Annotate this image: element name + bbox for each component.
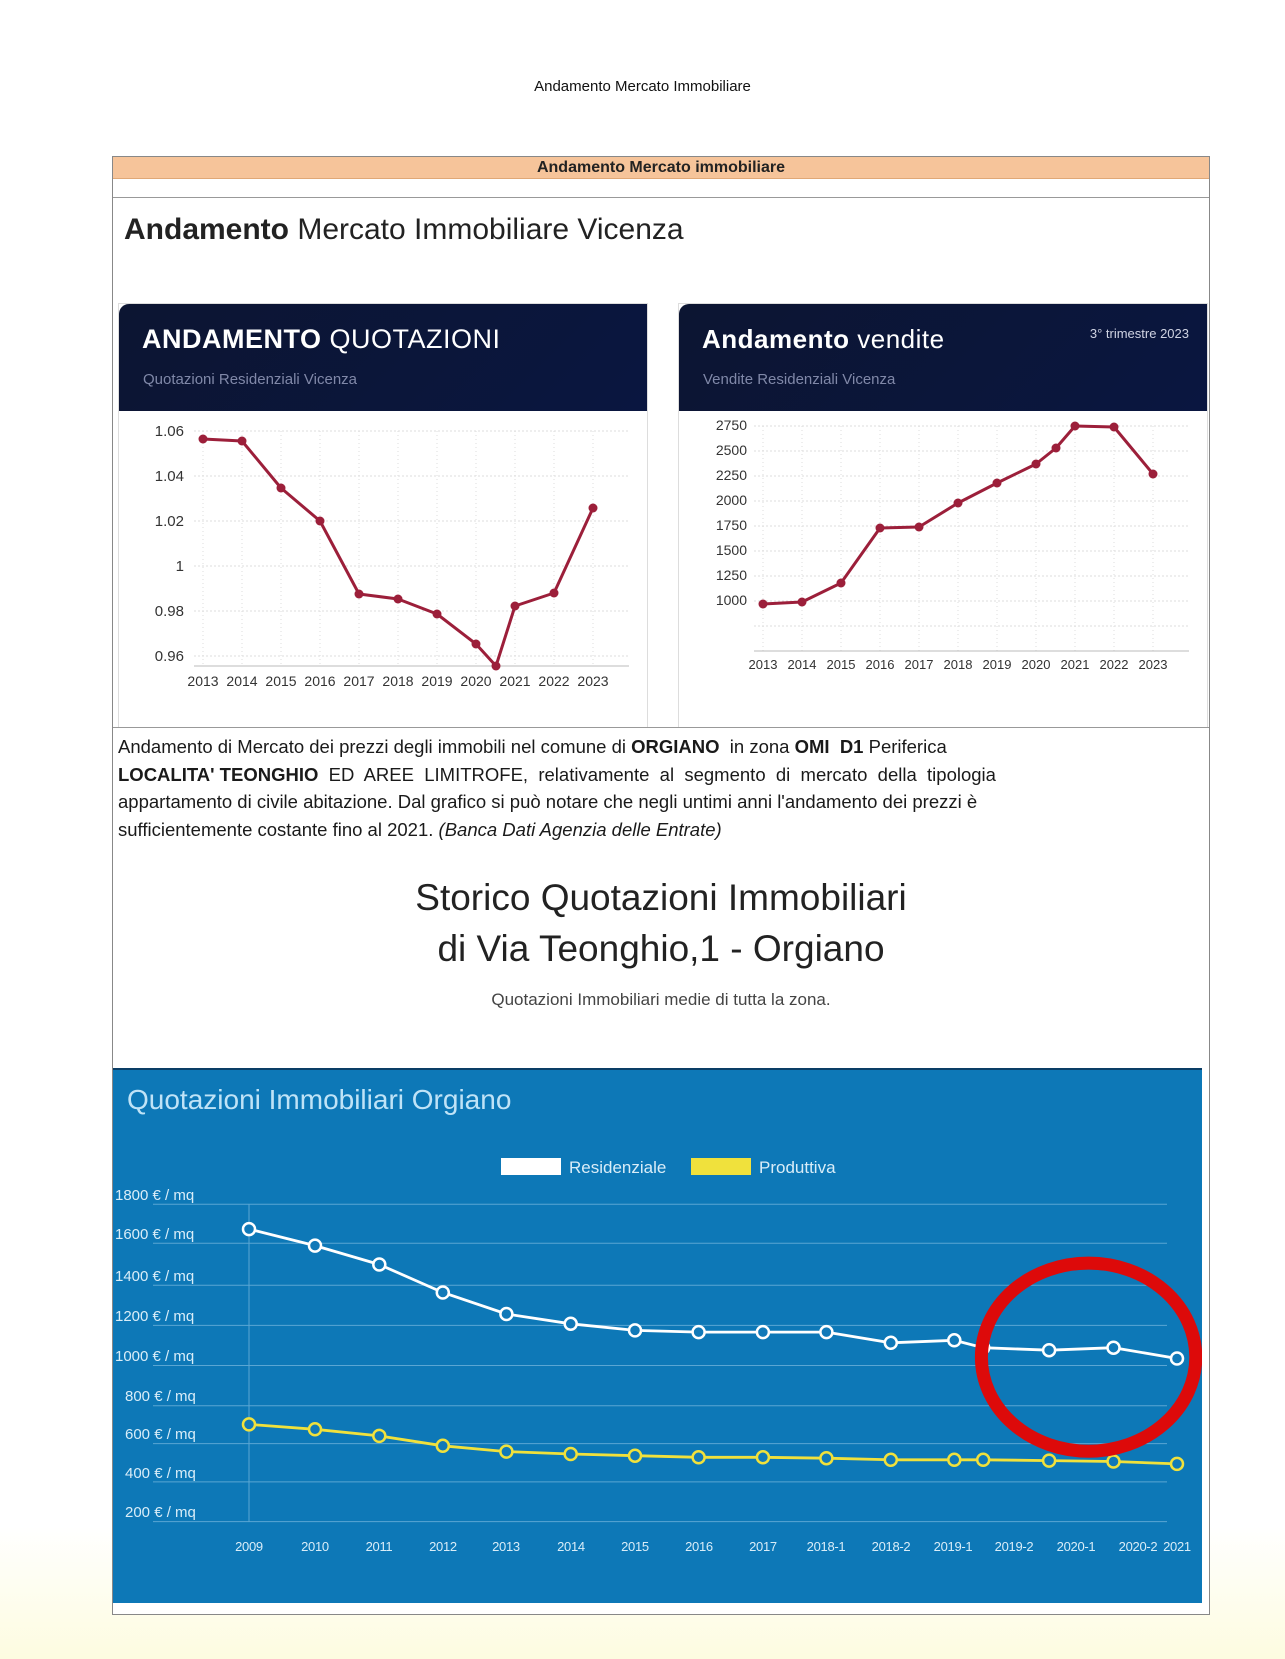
svg-text:2000: 2000 — [716, 492, 747, 508]
svg-text:2019: 2019 — [421, 673, 452, 689]
svg-text:0.96: 0.96 — [155, 648, 184, 665]
svg-text:1000: 1000 — [716, 592, 747, 608]
svg-text:2013: 2013 — [187, 673, 218, 689]
svg-text:2022: 2022 — [1100, 657, 1129, 672]
svg-text:2017: 2017 — [905, 657, 934, 672]
svg-text:2014: 2014 — [226, 673, 257, 689]
svg-text:2013: 2013 — [749, 657, 778, 672]
svg-text:2021: 2021 — [499, 673, 530, 689]
svg-text:2016: 2016 — [866, 657, 895, 672]
svg-text:1750: 1750 — [716, 517, 747, 533]
svg-text:1.04: 1.04 — [155, 468, 184, 485]
svg-text:2250: 2250 — [716, 467, 747, 483]
svg-text:2018: 2018 — [944, 657, 973, 672]
svg-text:2016: 2016 — [304, 673, 335, 689]
svg-text:2014: 2014 — [788, 657, 817, 672]
svg-text:2750: 2750 — [716, 417, 747, 433]
svg-text:2015: 2015 — [827, 657, 856, 672]
svg-text:1: 1 — [176, 558, 184, 575]
svg-text:0.98: 0.98 — [155, 603, 184, 620]
svg-text:2021: 2021 — [1061, 657, 1090, 672]
svg-text:1.02: 1.02 — [155, 513, 184, 530]
svg-text:2015: 2015 — [265, 673, 296, 689]
svg-text:2019: 2019 — [983, 657, 1012, 672]
svg-text:2023: 2023 — [1139, 657, 1168, 672]
svg-text:2018: 2018 — [382, 673, 413, 689]
svg-text:2023: 2023 — [577, 673, 608, 689]
svg-text:1.06: 1.06 — [155, 423, 184, 440]
svg-text:2500: 2500 — [716, 442, 747, 458]
svg-text:2022: 2022 — [538, 673, 569, 689]
svg-text:1500: 1500 — [716, 542, 747, 558]
svg-text:2020: 2020 — [460, 673, 491, 689]
svg-text:1250: 1250 — [716, 567, 747, 583]
svg-text:2017: 2017 — [343, 673, 374, 689]
svg-text:2020: 2020 — [1022, 657, 1051, 672]
